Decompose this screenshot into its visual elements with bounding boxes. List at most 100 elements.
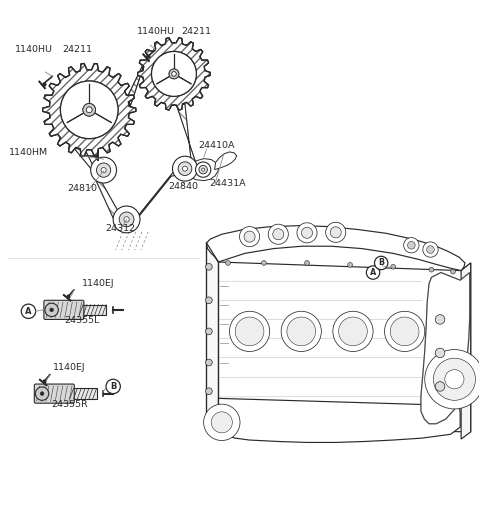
- Circle shape: [229, 311, 270, 352]
- Text: 24312: 24312: [105, 224, 135, 233]
- Circle shape: [423, 242, 438, 257]
- Circle shape: [366, 266, 380, 279]
- Circle shape: [451, 269, 456, 274]
- Circle shape: [86, 107, 92, 113]
- Circle shape: [445, 370, 464, 389]
- Circle shape: [427, 246, 434, 254]
- Text: 24211: 24211: [62, 46, 92, 54]
- Text: B: B: [110, 382, 116, 391]
- Polygon shape: [128, 63, 144, 106]
- FancyBboxPatch shape: [70, 388, 96, 399]
- Text: 24431A: 24431A: [209, 179, 245, 189]
- Circle shape: [21, 304, 36, 319]
- Polygon shape: [206, 243, 218, 427]
- Circle shape: [433, 358, 476, 400]
- Polygon shape: [43, 63, 136, 156]
- Text: 1140EJ: 1140EJ: [53, 363, 86, 372]
- Text: 24840: 24840: [168, 182, 199, 191]
- Circle shape: [124, 217, 129, 222]
- Circle shape: [404, 237, 419, 253]
- Text: 1140HM: 1140HM: [9, 148, 48, 157]
- Text: 1140EJ: 1140EJ: [82, 279, 115, 288]
- Circle shape: [205, 359, 212, 366]
- Circle shape: [199, 166, 207, 174]
- Circle shape: [205, 264, 212, 270]
- Text: A: A: [25, 307, 32, 316]
- Circle shape: [262, 260, 266, 265]
- Circle shape: [45, 303, 59, 316]
- Text: B: B: [378, 258, 384, 267]
- Circle shape: [244, 231, 255, 242]
- FancyBboxPatch shape: [79, 304, 106, 315]
- Circle shape: [101, 168, 106, 173]
- Circle shape: [333, 311, 373, 352]
- Circle shape: [305, 260, 310, 265]
- Circle shape: [273, 228, 284, 240]
- Circle shape: [182, 166, 188, 171]
- Circle shape: [205, 328, 212, 335]
- Polygon shape: [421, 272, 470, 424]
- Text: 24410A: 24410A: [198, 141, 234, 150]
- Text: 1140HU: 1140HU: [137, 27, 175, 36]
- Circle shape: [195, 162, 211, 177]
- Circle shape: [330, 227, 341, 238]
- Circle shape: [152, 51, 196, 96]
- Circle shape: [338, 317, 367, 346]
- Polygon shape: [461, 263, 471, 439]
- Circle shape: [287, 317, 316, 346]
- Circle shape: [408, 242, 415, 249]
- Circle shape: [205, 388, 212, 395]
- Circle shape: [435, 348, 445, 358]
- Circle shape: [172, 72, 176, 76]
- Polygon shape: [218, 262, 471, 432]
- Circle shape: [36, 387, 49, 400]
- Circle shape: [178, 162, 192, 176]
- Circle shape: [204, 404, 240, 441]
- Circle shape: [281, 311, 322, 352]
- Circle shape: [119, 212, 134, 227]
- Circle shape: [429, 267, 434, 272]
- Circle shape: [169, 69, 179, 79]
- Circle shape: [152, 51, 196, 96]
- Circle shape: [301, 227, 312, 238]
- Circle shape: [325, 222, 346, 243]
- Text: 1140HU: 1140HU: [15, 46, 53, 54]
- FancyBboxPatch shape: [44, 300, 84, 320]
- Circle shape: [40, 392, 44, 396]
- Circle shape: [50, 308, 54, 312]
- Circle shape: [172, 156, 197, 181]
- Circle shape: [106, 379, 120, 394]
- Circle shape: [86, 107, 92, 113]
- Text: 24211: 24211: [181, 27, 211, 36]
- Text: 24810: 24810: [68, 184, 98, 193]
- Polygon shape: [74, 148, 121, 218]
- Circle shape: [91, 157, 117, 183]
- Circle shape: [202, 168, 204, 171]
- Text: 24355R: 24355R: [51, 400, 88, 409]
- Circle shape: [425, 350, 480, 409]
- Circle shape: [169, 69, 179, 79]
- Polygon shape: [138, 38, 210, 110]
- Circle shape: [226, 260, 230, 265]
- Polygon shape: [206, 226, 465, 270]
- Circle shape: [96, 163, 111, 177]
- Circle shape: [240, 226, 260, 247]
- Circle shape: [374, 256, 388, 270]
- Circle shape: [297, 223, 317, 243]
- Polygon shape: [189, 159, 218, 181]
- Circle shape: [268, 224, 288, 244]
- Circle shape: [205, 297, 212, 303]
- Circle shape: [391, 265, 396, 269]
- Circle shape: [83, 103, 96, 116]
- Polygon shape: [133, 104, 196, 223]
- Circle shape: [172, 72, 176, 76]
- Polygon shape: [218, 398, 460, 442]
- Text: A: A: [370, 268, 376, 277]
- Circle shape: [390, 317, 419, 346]
- Text: 24355L: 24355L: [64, 316, 99, 325]
- Circle shape: [113, 206, 140, 233]
- Circle shape: [60, 81, 118, 139]
- Circle shape: [348, 263, 352, 267]
- Circle shape: [435, 314, 445, 324]
- Circle shape: [384, 311, 425, 352]
